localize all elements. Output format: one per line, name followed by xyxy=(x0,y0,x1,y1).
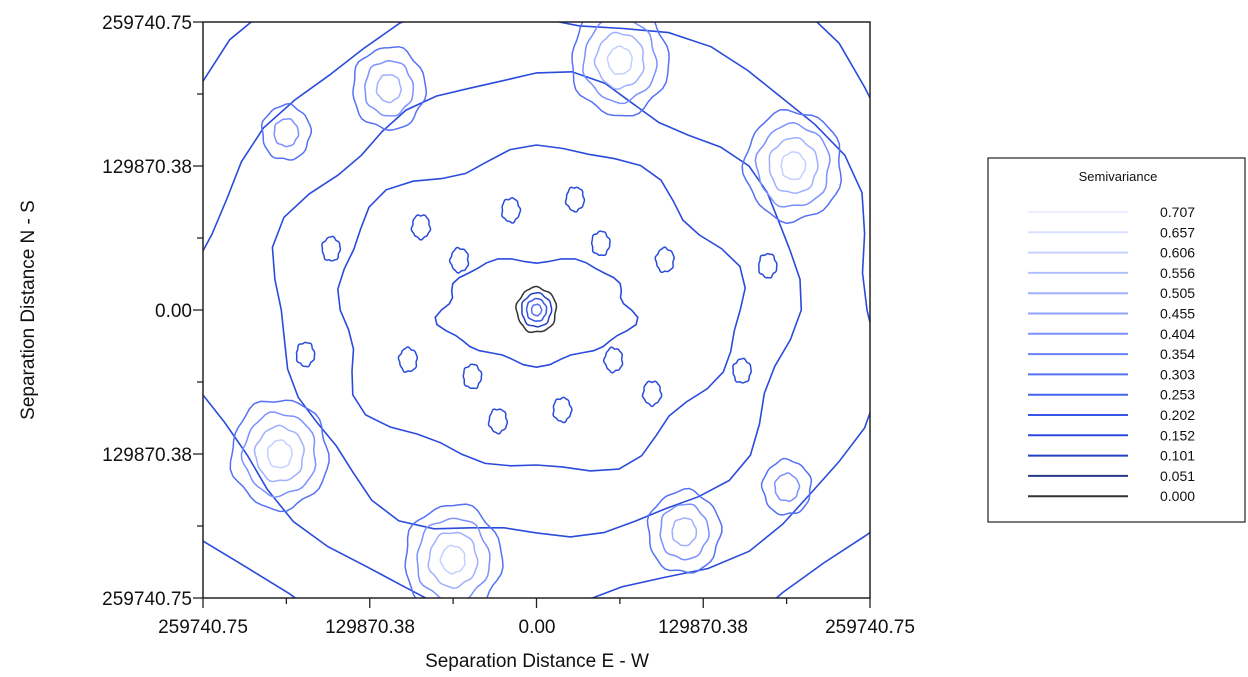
contour-island xyxy=(397,346,419,373)
contour-ring xyxy=(352,45,428,132)
contour-island xyxy=(501,197,522,224)
legend-level-label: 0.354 xyxy=(1160,346,1195,362)
contour-ring xyxy=(768,136,819,194)
legend-level-label: 0.101 xyxy=(1160,448,1195,464)
contour-island xyxy=(321,235,342,262)
y-tick-label: 259740.75 xyxy=(102,589,192,610)
contour-ring xyxy=(754,121,831,208)
contour-ring xyxy=(671,517,698,547)
legend-level-label: 0.707 xyxy=(1160,204,1195,220)
contour-ring xyxy=(266,439,293,469)
plot-frame xyxy=(202,21,871,599)
contour-ring xyxy=(521,291,553,328)
contour-ring xyxy=(530,303,543,317)
x-axis-title: Separation Distance E - W xyxy=(425,651,649,672)
contour-island xyxy=(590,230,611,257)
contour-island xyxy=(602,346,624,374)
contour-island xyxy=(448,246,470,274)
contour-ring xyxy=(773,472,801,502)
y-tick-label: 259740.75 xyxy=(102,13,192,34)
contour-ring xyxy=(659,503,710,561)
contour-band xyxy=(434,258,639,369)
contour-ring xyxy=(593,31,645,90)
contour-ring xyxy=(582,22,658,105)
contour-band xyxy=(271,70,803,538)
contour-ring xyxy=(375,74,402,104)
contour-ring xyxy=(364,59,415,117)
contour-band xyxy=(336,144,747,472)
axis-ticks xyxy=(193,21,871,608)
contour-ring xyxy=(427,531,479,589)
x-tick-label: 259740.75 xyxy=(825,617,915,638)
legend-level-label: 0.051 xyxy=(1160,468,1195,484)
legend-level-label: 0.404 xyxy=(1160,326,1195,342)
contour-ring xyxy=(780,151,807,181)
contour-ring xyxy=(515,285,558,334)
contour-island xyxy=(758,252,778,279)
contour-island xyxy=(552,396,573,424)
y-tick-label: 129870.38 xyxy=(102,157,192,178)
y-tick-label: 0.00 xyxy=(155,301,192,322)
legend-items: 0.707 0.657 0.606 0.556 0.505 0.455 0.404 0.354… xyxy=(1028,204,1195,504)
legend-level-label: 0.556 xyxy=(1160,265,1195,281)
contour-ring xyxy=(646,487,723,574)
contour-ring xyxy=(240,411,317,498)
contour-island xyxy=(487,408,509,435)
contour-island xyxy=(564,186,586,213)
contour-ring xyxy=(439,544,466,575)
legend: Semivariance 0.7070.6570.6060.5560.5050.… xyxy=(987,157,1246,523)
legend-level-label: 0.253 xyxy=(1160,387,1195,403)
contour-ring xyxy=(253,424,305,483)
contour-band xyxy=(203,22,870,598)
contour-ring xyxy=(760,457,813,516)
legend-level-label: 0.505 xyxy=(1160,285,1195,301)
contour-band xyxy=(203,22,870,598)
legend-level-label: 0.657 xyxy=(1160,224,1195,240)
legend-box xyxy=(987,157,1246,523)
contour-ring xyxy=(741,109,843,225)
contour-ring xyxy=(416,517,491,598)
contour-lines xyxy=(203,22,870,598)
legend-level-label: 0.606 xyxy=(1160,245,1195,261)
contour-island xyxy=(462,363,483,390)
legend-level-label: 0.455 xyxy=(1160,306,1195,322)
contour-ring xyxy=(525,297,548,322)
x-tick-label: 0.00 xyxy=(519,617,556,638)
contour-ring xyxy=(606,45,633,75)
contour-ring xyxy=(229,399,330,513)
legend-level-label: 0.152 xyxy=(1160,427,1195,443)
contour-island xyxy=(732,357,752,384)
contour-ring xyxy=(273,118,300,148)
y-axis-title: Separation Distance N - S xyxy=(18,200,39,420)
x-tick-label: 129870.38 xyxy=(325,617,415,638)
legend-level-label: 0.000 xyxy=(1160,488,1195,504)
legend-title: Semivariance xyxy=(1079,169,1158,184)
x-tick-label: 129870.38 xyxy=(658,617,748,638)
legend-level-label: 0.303 xyxy=(1160,366,1195,382)
legend-level-label: 0.202 xyxy=(1160,407,1195,423)
contour-island xyxy=(295,341,316,368)
contour-ring xyxy=(571,22,670,117)
x-tick-label: 259740.75 xyxy=(158,617,248,638)
contour-island xyxy=(641,380,663,408)
contour-island xyxy=(410,214,432,241)
contour-ring xyxy=(404,503,504,598)
y-tick-label: 129870.38 xyxy=(102,445,192,466)
contour-island xyxy=(654,246,675,274)
contour-ring xyxy=(260,102,313,161)
